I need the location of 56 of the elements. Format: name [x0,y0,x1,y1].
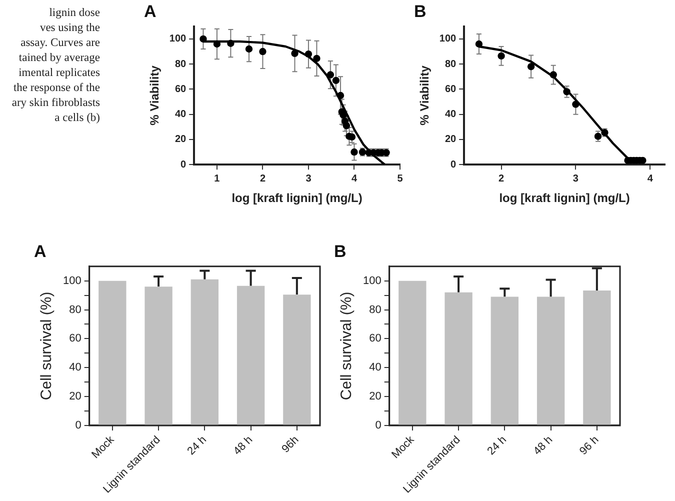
chart-title: B [414,2,426,21]
y-tick-label: 20 [444,134,457,146]
x-tick-label: 4 [647,173,654,184]
y-tick-label: 60 [369,332,382,345]
y-tick-label: 100 [439,34,457,45]
y-axis-title: % Viability [148,65,162,126]
x-tick-label: 96 h [578,434,602,458]
x-tick-label: 2 [498,173,505,184]
y-tick-label: 0 [450,159,457,170]
y-tick-label: 60 [174,84,187,95]
x-tick-label: 3 [306,173,312,184]
text: assay. Curves are [20,36,100,51]
y-tick-label: 0 [180,159,187,170]
y-tick-label: 80 [174,58,187,70]
x-tick-label: 5 [397,173,404,184]
y-tick-label: 60 [444,84,457,95]
y-tick-label: 100 [62,274,82,287]
y-tick-label: 60 [69,332,82,345]
y-tick-label: 40 [174,109,187,120]
x-tick-label: 4 [351,173,358,184]
x-tick-label: 3 [572,173,579,184]
y-axis-title: Cell survival (%) [338,292,356,400]
y-tick-label: 80 [444,58,457,70]
chart-title: A [144,2,156,21]
x-tick-label: 1 [214,173,220,184]
text: ves using the [38,21,100,36]
x-tick-label: 48 h [231,434,256,458]
y-tick-label: 20 [174,134,187,146]
text: ary skin fibroblasts [10,96,100,111]
y-tick-label: 0 [75,420,82,432]
text: the response of the [12,81,100,96]
x-tick-label: 24 h [485,434,509,458]
y-tick-label: 80 [69,304,82,316]
x-tick-label: 24 h [185,434,209,458]
y-tick-label: 20 [369,390,382,403]
chart-title: B [334,242,346,261]
text: imental replicates [18,66,100,81]
x-axis-title: log [kraft lignin] (mg/L) [232,191,362,206]
y-tick-label: 20 [69,390,82,403]
text: tained by average [18,51,100,66]
x-tick-label: 96h [280,434,302,456]
y-tick-label: 100 [362,274,382,287]
x-tick-label: 48 h [531,434,556,458]
y-tick-label: 100 [169,34,187,45]
x-axis-title: log [kraft lignin] (mg/L) [499,191,630,206]
x-tick-label: 2 [260,173,266,184]
y-tick-label: 0 [375,420,382,432]
text: lignin dose [48,6,100,21]
chart-title: A [34,242,46,261]
y-axis-title: % Viability [418,65,432,126]
y-tick-label: 80 [369,304,382,316]
y-tick-label: 40 [369,362,382,374]
y-tick-label: 40 [69,362,82,374]
y-axis-title: Cell survival (%) [38,292,56,400]
y-tick-label: 40 [444,109,457,120]
text: a cells (b) [54,111,100,126]
